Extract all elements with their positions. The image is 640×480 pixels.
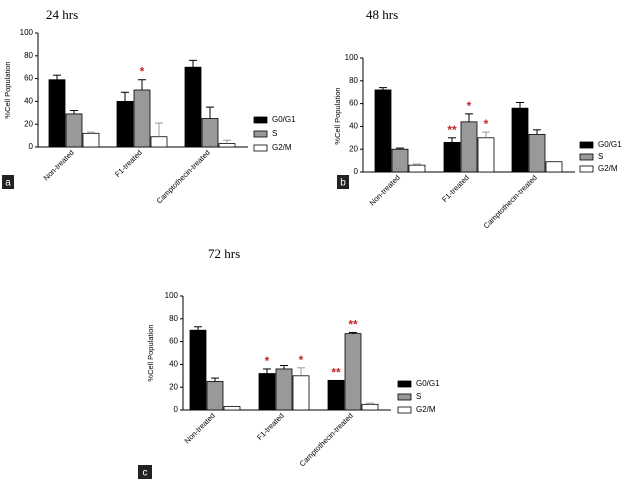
category-label: Camptothecin-treated xyxy=(155,148,212,205)
bar-g2m xyxy=(408,164,426,173)
legend-swatch xyxy=(253,144,268,152)
y-tick-label: 20 xyxy=(349,144,358,153)
significance-marker: ** xyxy=(447,123,457,137)
panel-72hrs: 72 hrs 0 20 40 60 80 100 %Cell Population Non-tr… xyxy=(138,246,440,479)
bar-g2m xyxy=(218,143,236,148)
y-tick-label: 100 xyxy=(20,28,34,37)
legend-swatch xyxy=(397,393,412,401)
y-tick-label: 100 xyxy=(345,53,359,62)
y-tick-label: 0 xyxy=(354,167,359,176)
chart-title: 48 hrs xyxy=(366,7,398,22)
panel-48hrs: 48 hrs 0 20 40 60 80 100 %Cell Population Non-tr… xyxy=(333,7,622,230)
category-label: Camptothecin-treated xyxy=(298,411,355,468)
y-axis-label: %Cell Population xyxy=(333,87,342,144)
y-tick-label: 80 xyxy=(24,51,33,60)
panel-tag-box xyxy=(2,175,14,189)
legend-swatch xyxy=(579,153,594,161)
y-tick-label: 60 xyxy=(169,337,178,346)
bar-g0g1 xyxy=(48,79,66,148)
category-label: F1-treated xyxy=(113,148,144,179)
legend-label: G2/M xyxy=(416,405,436,414)
bar-g0g1 xyxy=(189,329,207,411)
bar-s xyxy=(344,333,362,411)
significance-marker: * xyxy=(484,117,489,131)
significance-marker: * xyxy=(467,99,472,113)
y-tick-label: 20 xyxy=(169,382,178,391)
bar-s xyxy=(528,133,546,173)
bar-g0g1 xyxy=(184,66,202,148)
category-label: Camptothecin-treated xyxy=(482,173,539,230)
bar-s xyxy=(65,113,83,148)
category-label: Non-treated xyxy=(183,411,217,445)
y-axis-label: %Cell Population xyxy=(146,324,155,381)
y-tick-label: 0 xyxy=(174,405,179,414)
bar-g0g1 xyxy=(511,107,529,173)
y-tick-label: 0 xyxy=(29,142,34,151)
bar-s xyxy=(201,118,219,148)
legend-label: G2/M xyxy=(598,164,618,173)
panel-tag-box xyxy=(337,175,349,189)
bar-s xyxy=(391,148,409,173)
legend-label: G2/M xyxy=(272,143,292,152)
bar-g0g1 xyxy=(116,101,134,148)
legend-swatch xyxy=(579,141,594,149)
significance-marker: * xyxy=(299,353,304,367)
bar-g0g1 xyxy=(258,373,276,411)
bar-g2m xyxy=(82,132,100,148)
y-tick-label: 80 xyxy=(169,314,178,323)
significance-marker: ** xyxy=(348,317,358,331)
y-axis-label: %Cell Population xyxy=(3,61,12,118)
significance-marker: * xyxy=(140,65,145,79)
chart-title: 72 hrs xyxy=(208,246,240,261)
significance-marker: ** xyxy=(331,365,341,379)
bar-g2m xyxy=(223,406,241,411)
category-label: Non-treated xyxy=(368,173,402,207)
legend-swatch xyxy=(397,380,412,388)
panel-tag-label: c xyxy=(143,468,148,479)
bar-s xyxy=(460,121,478,173)
bar-g0g1 xyxy=(374,89,392,173)
bar-s xyxy=(275,368,293,411)
bar-g2m xyxy=(477,137,495,173)
chart-title: 24 hrs xyxy=(46,7,78,22)
legend-label: S xyxy=(416,392,421,401)
category-label: Non-treated xyxy=(42,148,76,182)
legend-swatch xyxy=(253,116,268,124)
legend-swatch xyxy=(253,130,268,138)
y-tick-label: 80 xyxy=(349,76,358,85)
category-label: F1-treated xyxy=(440,173,471,204)
panel-tag-label: b xyxy=(340,178,346,189)
legend-label: G0/G1 xyxy=(272,115,296,124)
y-tick-label: 60 xyxy=(24,74,33,83)
legend-swatch xyxy=(397,406,412,414)
panel-tag-label: a xyxy=(5,178,11,189)
legend-label: G0/G1 xyxy=(598,140,622,149)
bar-g2m xyxy=(545,161,563,173)
y-tick-label: 40 xyxy=(169,360,178,369)
y-tick-label: 20 xyxy=(24,119,33,128)
bar-s xyxy=(206,381,224,411)
bar-g2m xyxy=(150,136,168,148)
bar-g2m xyxy=(292,375,310,411)
bar-s xyxy=(133,89,151,148)
panel-tag-box xyxy=(138,465,152,479)
bar-g2m xyxy=(361,403,379,411)
category-label: F1-treated xyxy=(255,411,286,442)
bar-g0g1 xyxy=(327,379,345,411)
legend-swatch xyxy=(579,165,594,173)
legend-label: S xyxy=(598,152,603,161)
legend-label: G0/G1 xyxy=(416,379,440,388)
y-tick-label: 40 xyxy=(24,97,33,106)
y-tick-label: 100 xyxy=(165,291,179,300)
legend-label: S xyxy=(272,129,277,138)
y-tick-label: 60 xyxy=(349,99,358,108)
bar-g0g1 xyxy=(443,141,461,173)
significance-marker: * xyxy=(265,354,270,368)
y-tick-label: 40 xyxy=(349,122,358,131)
panel-24hrs: 24 hrs 0 20 40 60 80 100 %Cell Population Non-tr… xyxy=(2,7,296,205)
